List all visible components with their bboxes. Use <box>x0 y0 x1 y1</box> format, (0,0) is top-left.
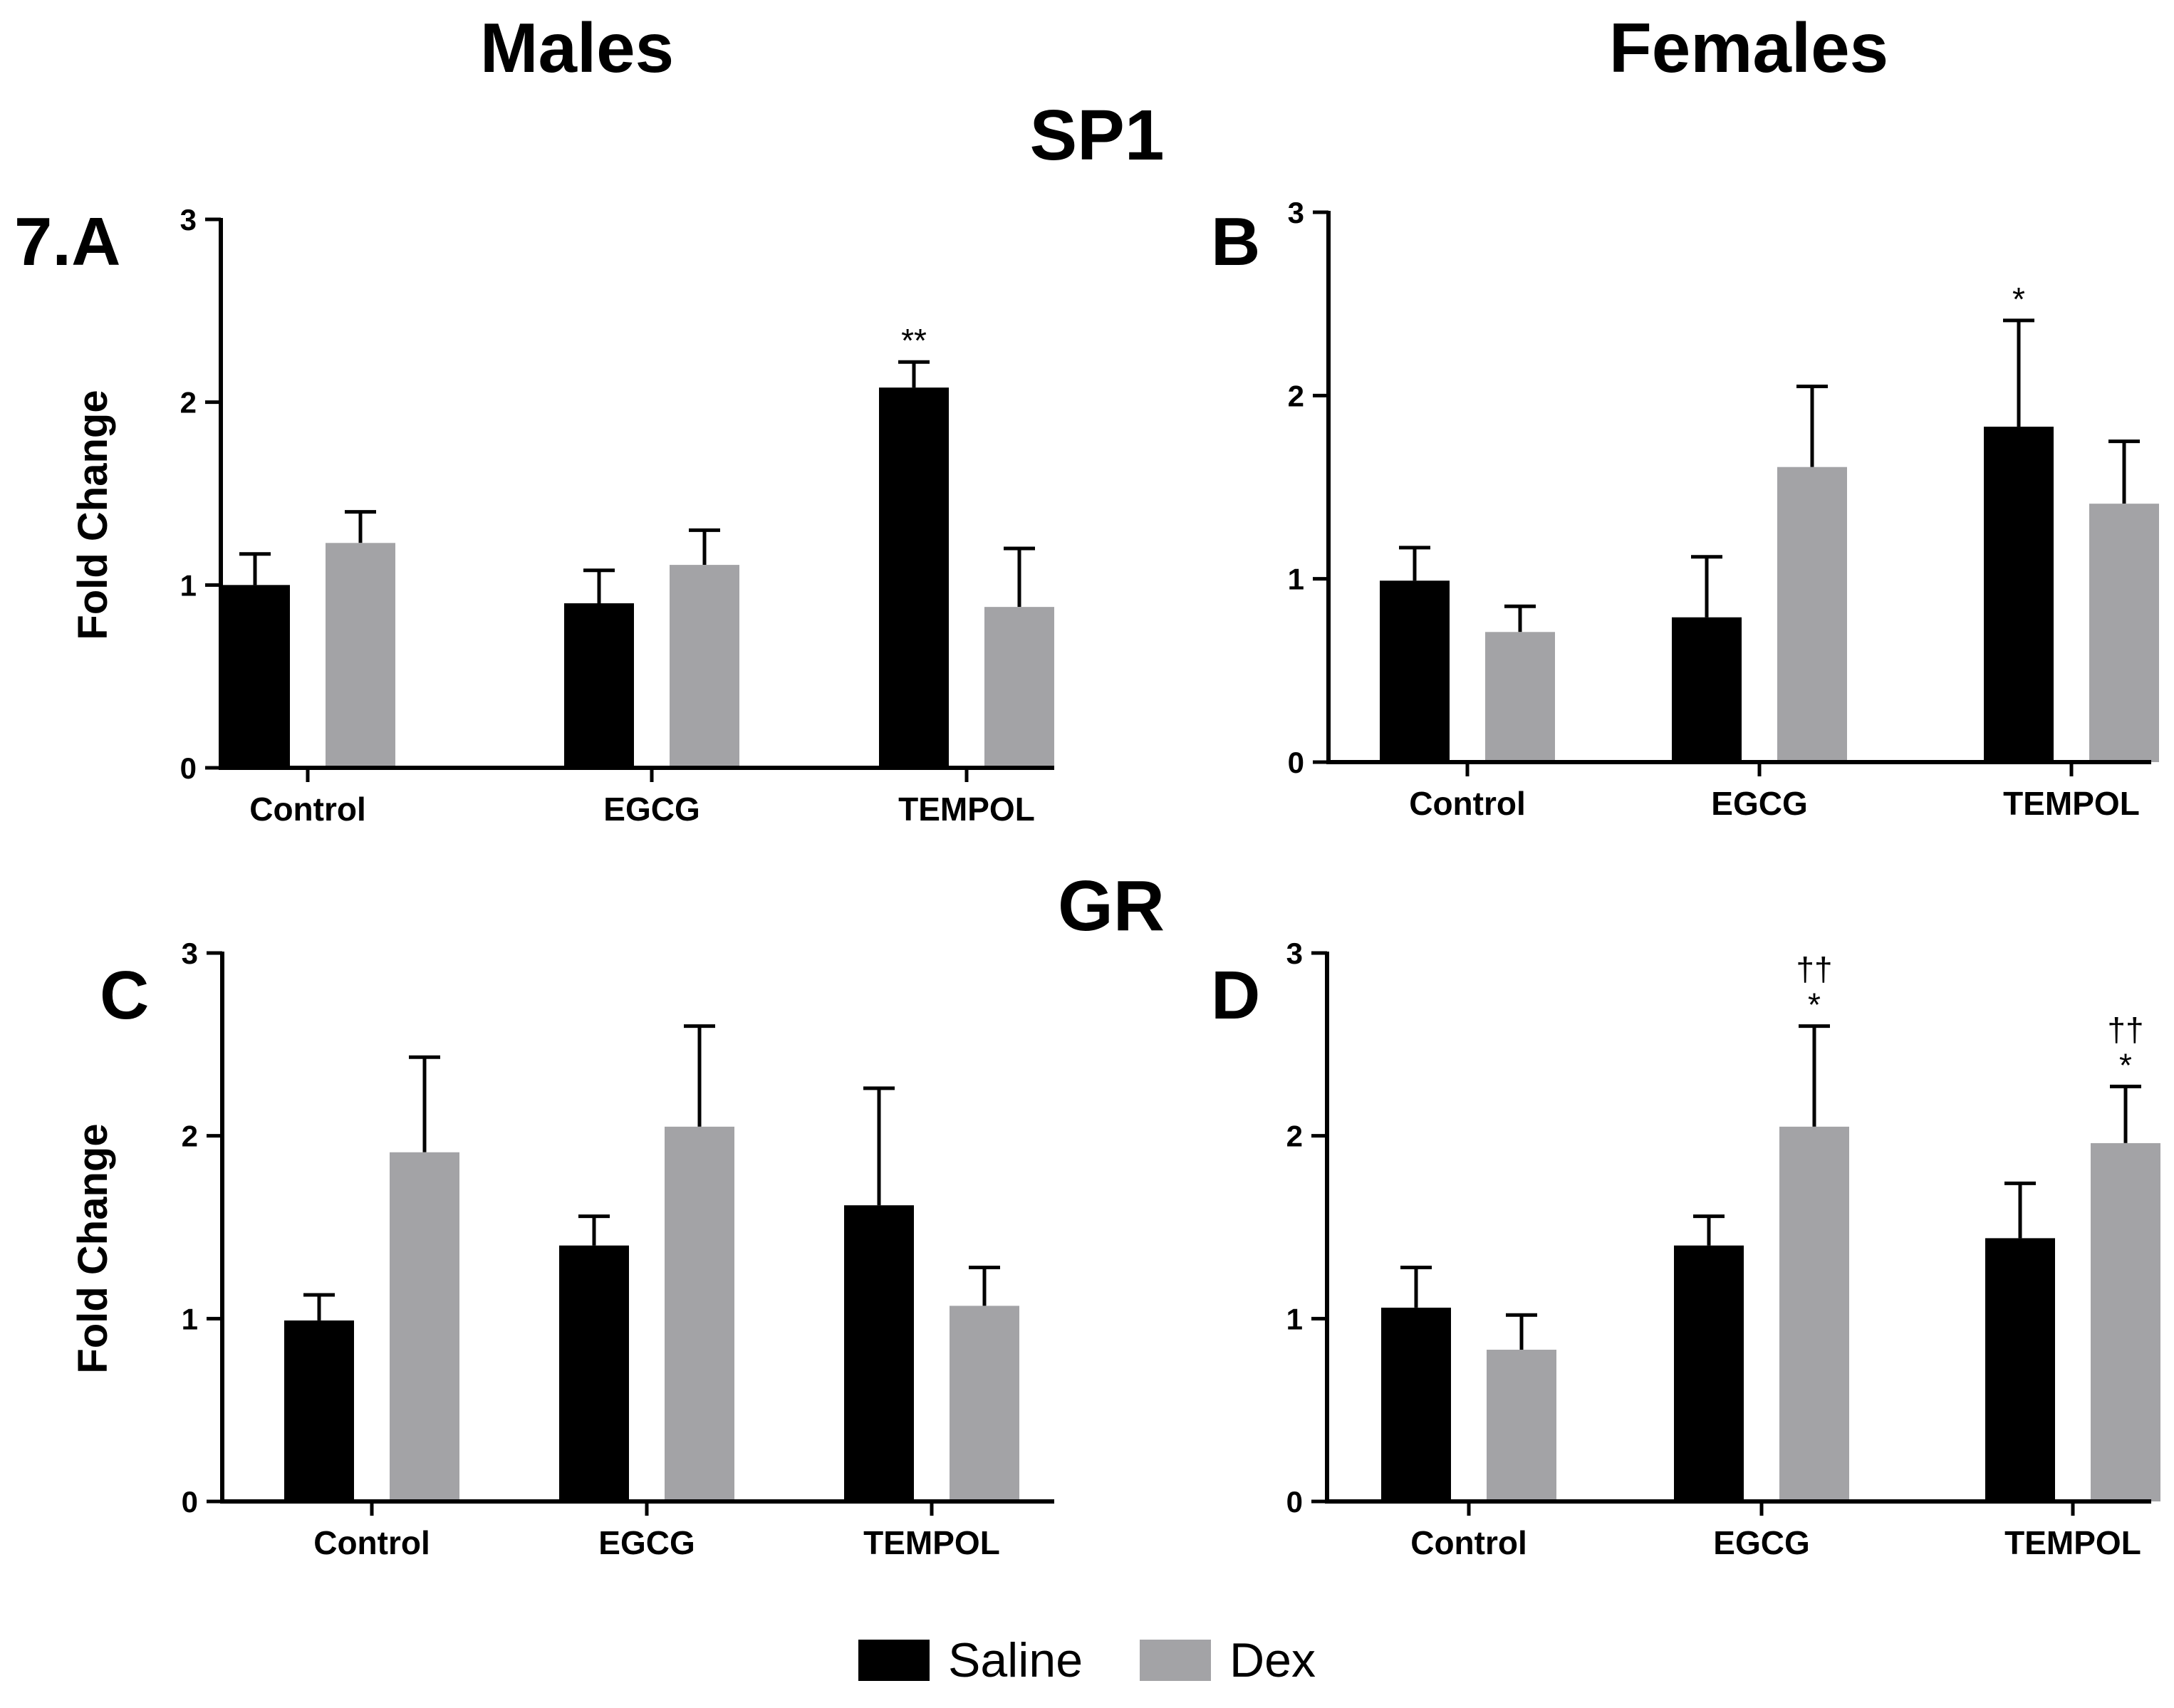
bar-dex-control <box>1485 632 1555 762</box>
x-tick-label-tempol: TEMPOL <box>2004 1524 2141 1561</box>
legend-item-dex: Dex <box>1140 1633 1316 1688</box>
bar-dex-tempol <box>2089 504 2159 762</box>
legend-label-saline: Saline <box>948 1633 1083 1687</box>
legend-swatch-dex <box>1140 1640 1212 1681</box>
x-tick-label-control: Control <box>1410 1524 1527 1561</box>
panel-label-b: B <box>1211 204 1261 280</box>
y-tick-label: 1 <box>180 568 197 602</box>
gene-label-gr: GR <box>1058 866 1165 946</box>
y-tick-label: 2 <box>1286 1120 1303 1153</box>
legend: Saline Dex <box>858 1633 1351 1688</box>
gene-label-sp1: SP1 <box>1029 95 1165 175</box>
x-tick-label-control: Control <box>1409 785 1526 822</box>
females-header: Females <box>1608 9 1889 87</box>
x-tick-label-egcg: EGCG <box>598 1524 695 1561</box>
y-tick-label: 2 <box>1288 379 1304 412</box>
y-tick-label: 3 <box>1288 196 1304 229</box>
legend-label-dex: Dex <box>1229 1633 1316 1687</box>
legend-item-saline: Saline <box>858 1633 1083 1688</box>
bar-saline-control <box>220 585 290 768</box>
bar-dex-egcg <box>670 565 739 768</box>
y-tick-label: 2 <box>182 1120 198 1153</box>
bar-dex-tempol <box>984 607 1054 768</box>
bar-saline-egcg <box>564 603 634 768</box>
y-tick-label: 3 <box>180 203 197 236</box>
y-tick-label: 3 <box>182 937 198 970</box>
x-tick-label-egcg: EGCG <box>1713 1524 1809 1561</box>
y-tick-label: 0 <box>182 1485 198 1519</box>
y-axis-label: Fold Change <box>70 390 116 640</box>
bar-dex-control <box>1487 1349 1556 1501</box>
y-tick-label: 3 <box>1286 937 1303 970</box>
y-axis-label: Fold Change <box>70 1123 116 1373</box>
chart-panel-b: 0 1 2 3 Control EGCG TEMPOL * <box>1288 196 2159 822</box>
x-tick-label-control: Control <box>313 1524 430 1561</box>
bar-saline-egcg <box>559 1245 629 1501</box>
bar-saline-control <box>1381 1307 1451 1501</box>
bar-dex-control <box>326 543 395 768</box>
bar-saline-tempol <box>1984 427 2054 762</box>
bar-dex-tempol <box>2091 1142 2160 1501</box>
bar-dex-egcg <box>1779 1126 1849 1501</box>
y-tick-label: 0 <box>1288 746 1304 779</box>
significance-star: ** <box>901 322 927 359</box>
chart-panel-a: 0 1 2 3 Control EGCG TEMPOL Fold Change ** <box>70 203 1054 828</box>
panel-label-c: C <box>100 957 150 1033</box>
y-tick-label: 1 <box>1288 563 1304 596</box>
y-tick-label: 1 <box>182 1302 198 1335</box>
bar-saline-egcg <box>1672 617 1742 762</box>
y-tick-label: 0 <box>1286 1485 1303 1519</box>
x-tick-label-tempol: TEMPOL <box>2003 785 2140 822</box>
bar-saline-control <box>1380 580 1450 762</box>
significance-dagger: †† <box>2107 1011 2143 1048</box>
bar-saline-tempol <box>844 1205 914 1501</box>
significance-dagger: †† <box>1796 951 1832 988</box>
panel-label-a: 7.A <box>14 204 121 280</box>
y-tick-label: 2 <box>180 386 197 420</box>
y-tick-label: 1 <box>1286 1302 1303 1335</box>
bar-dex-tempol <box>950 1306 1019 1501</box>
significance-star: * <box>2119 1046 2132 1083</box>
x-tick-label-egcg: EGCG <box>1711 785 1807 822</box>
x-tick-label-egcg: EGCG <box>603 791 699 828</box>
bar-saline-control <box>284 1320 354 1501</box>
bar-dex-egcg <box>1777 467 1847 762</box>
significance-star: * <box>2012 281 2025 318</box>
bar-saline-egcg <box>1674 1245 1744 1501</box>
bar-dex-control <box>390 1152 459 1501</box>
bar-saline-tempol <box>879 387 949 768</box>
males-header: Males <box>479 9 675 87</box>
x-tick-label-tempol: TEMPOL <box>898 791 1035 828</box>
legend-swatch-saline <box>858 1640 930 1681</box>
x-tick-label-control: Control <box>249 791 366 828</box>
chart-panel-c: 0 1 2 3 Control EGCG TEMPOL Fold Change <box>70 937 1054 1561</box>
significance-star: * <box>1808 986 1821 1024</box>
x-tick-label-tempol: TEMPOL <box>863 1524 1000 1561</box>
bar-dex-egcg <box>665 1126 734 1501</box>
bar-saline-tempol <box>1985 1238 2055 1501</box>
y-tick-label: 0 <box>180 751 197 785</box>
panel-label-d: D <box>1211 957 1261 1033</box>
